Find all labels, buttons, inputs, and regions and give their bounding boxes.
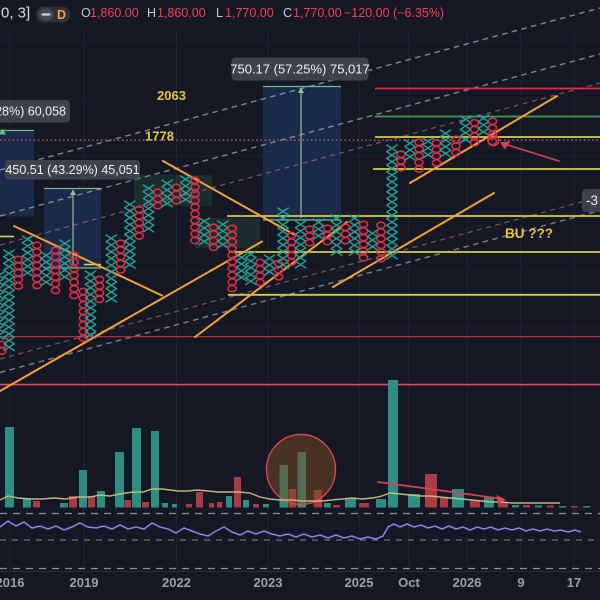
svg-text:L: L [216,6,223,20]
svg-text:BU ???: BU ??? [505,226,553,241]
svg-text:C: C [283,6,292,20]
svg-text:2023: 2023 [254,575,283,590]
svg-text:2025: 2025 [345,575,374,590]
svg-text:1778: 1778 [145,129,174,144]
svg-text:1,770.00: 1,770.00 [293,6,342,20]
svg-text:9: 9 [517,575,524,590]
svg-text:H: H [147,6,156,20]
svg-text:17: 17 [567,575,581,590]
svg-text:2022: 2022 [162,575,191,590]
svg-text:-3: -3 [586,193,598,208]
svg-text:2063: 2063 [157,88,186,103]
svg-text:0, 3]: 0, 3] [1,5,30,22]
svg-text:(28%) 60,058: (28%) 60,058 [0,105,66,119]
svg-text:Oct: Oct [398,575,420,590]
svg-text:2016: 2016 [0,575,24,590]
svg-text:450.51 (43.29%) 45,051: 450.51 (43.29%) 45,051 [5,163,139,177]
svg-text:1,770.00: 1,770.00 [225,6,274,20]
svg-text:−120.00 (−6.35%): −120.00 (−6.35%) [344,6,444,20]
svg-text:1,860.00: 1,860.00 [90,6,139,20]
svg-text:750.17 (57.25%) 75,017: 750.17 (57.25%) 75,017 [230,62,370,77]
svg-text:2019: 2019 [70,575,99,590]
svg-text:1,860.00: 1,860.00 [157,6,206,20]
svg-text:2026: 2026 [453,575,482,590]
svg-text:O: O [81,6,91,20]
svg-text:D: D [57,8,66,22]
